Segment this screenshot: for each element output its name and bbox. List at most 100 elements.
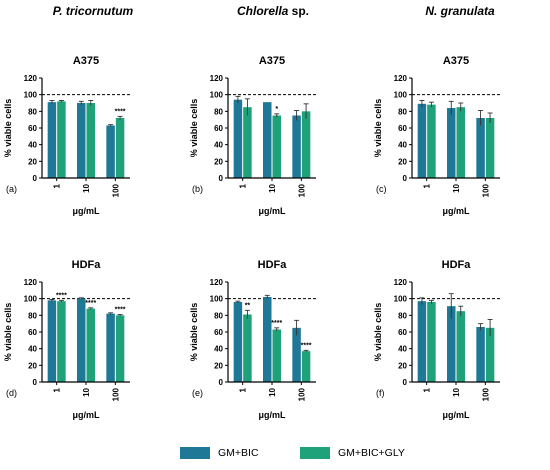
y-tick-label: 20 bbox=[28, 157, 37, 166]
y-tick-label: 60 bbox=[28, 124, 37, 133]
bar bbox=[447, 306, 456, 382]
chart-panel: A375 % viable cells 0 20 40 60 80 100 120 1 * 10 100… bbox=[189, 55, 316, 216]
bar bbox=[47, 102, 57, 178]
y-tick-label: 100 bbox=[394, 295, 408, 304]
chart-title: A375 bbox=[443, 55, 469, 67]
legend-swatch-gm-bic-gly bbox=[300, 447, 330, 459]
significance-label: **** bbox=[56, 292, 67, 299]
chart-panel: A375 % viable cells 0 20 40 60 80 100 120 1 10 ****… bbox=[3, 55, 130, 216]
y-tick-label: 120 bbox=[394, 74, 408, 83]
legend-label: GM+BIC bbox=[218, 447, 259, 459]
bar bbox=[243, 314, 252, 382]
y-tick-label: 80 bbox=[214, 311, 223, 320]
y-tick-label: 40 bbox=[398, 345, 407, 354]
legend-swatch-gm-bic bbox=[180, 447, 210, 459]
bar bbox=[263, 297, 272, 382]
significance-label: ** bbox=[245, 302, 251, 309]
y-tick-label: 80 bbox=[214, 107, 223, 116]
bar bbox=[456, 311, 465, 382]
x-axis-label: μg/mL bbox=[72, 410, 100, 420]
y-tick-label: 0 bbox=[33, 378, 38, 387]
column-title-p-tricornutum: P. tricornutum bbox=[8, 4, 178, 18]
significance-label: **** bbox=[115, 307, 126, 314]
bar bbox=[301, 351, 311, 382]
x-tick-label: 10 bbox=[452, 183, 461, 192]
y-tick-label: 100 bbox=[210, 91, 224, 100]
bar bbox=[233, 99, 243, 178]
column-title-italic: N. granulata bbox=[425, 4, 495, 18]
x-tick-label: 100 bbox=[481, 387, 490, 401]
y-tick-label: 0 bbox=[219, 378, 224, 387]
x-axis-label: μg/mL bbox=[258, 410, 286, 420]
y-axis-label: % viable cells bbox=[373, 303, 383, 362]
legend-item-gm-bic-gly: GM+BIC+GLY bbox=[300, 447, 405, 459]
y-tick-label: 0 bbox=[403, 174, 408, 183]
x-tick-label: 100 bbox=[297, 183, 306, 197]
y-tick-label: 20 bbox=[398, 157, 407, 166]
y-tick-label: 60 bbox=[398, 328, 407, 337]
legend-label: GM+BIC+GLY bbox=[338, 447, 405, 459]
y-tick-label: 80 bbox=[398, 107, 407, 116]
y-axis-label: % viable cells bbox=[3, 303, 13, 362]
y-tick-label: 80 bbox=[28, 107, 37, 116]
bar bbox=[57, 101, 66, 178]
bar bbox=[476, 327, 485, 382]
x-axis-label: μg/mL bbox=[72, 206, 100, 216]
bar bbox=[106, 125, 115, 178]
bar bbox=[456, 107, 465, 178]
bar bbox=[272, 115, 281, 178]
y-tick-label: 80 bbox=[398, 311, 407, 320]
bar bbox=[485, 327, 495, 382]
y-tick-label: 0 bbox=[219, 174, 224, 183]
bar bbox=[427, 104, 436, 178]
chart-title: A375 bbox=[259, 55, 285, 67]
bar bbox=[86, 103, 95, 178]
legend-item-gm-bic: GM+BIC bbox=[180, 447, 259, 459]
x-tick-label: 1 bbox=[239, 183, 248, 188]
chart-panel: HDFa % viable cells 0 20 40 60 80 100 120 ** 1 ****… bbox=[189, 259, 316, 420]
y-tick-label: 0 bbox=[33, 174, 38, 183]
y-tick-label: 60 bbox=[214, 124, 223, 133]
bar bbox=[485, 118, 495, 178]
chart-title: HDFa bbox=[442, 259, 472, 271]
y-tick-label: 120 bbox=[394, 278, 408, 287]
y-tick-label: 120 bbox=[24, 278, 38, 287]
y-tick-label: 20 bbox=[28, 361, 37, 370]
bar bbox=[47, 300, 57, 382]
y-tick-label: 0 bbox=[403, 378, 408, 387]
bar bbox=[272, 329, 281, 382]
chart-panel: HDFa % viable cells 0 20 40 60 80 100 120 **** 1 **… bbox=[3, 259, 130, 420]
y-tick-label: 40 bbox=[214, 345, 223, 354]
panel-letter: (b) bbox=[192, 184, 203, 194]
bar bbox=[476, 118, 485, 178]
column-title-italic: Chlorella bbox=[236, 4, 289, 18]
bar bbox=[77, 298, 86, 382]
bar bbox=[301, 111, 311, 178]
bar bbox=[86, 308, 95, 382]
y-tick-label: 120 bbox=[210, 278, 224, 287]
bar bbox=[57, 301, 66, 382]
y-axis-label: % viable cells bbox=[189, 99, 199, 158]
chart-title: A375 bbox=[73, 55, 99, 67]
y-tick-label: 120 bbox=[24, 74, 38, 83]
y-tick-label: 40 bbox=[28, 141, 37, 150]
x-tick-label: 10 bbox=[268, 183, 277, 192]
y-tick-label: 40 bbox=[28, 345, 37, 354]
y-tick-label: 60 bbox=[398, 124, 407, 133]
bar bbox=[263, 102, 272, 178]
bar bbox=[427, 302, 436, 382]
y-tick-label: 100 bbox=[24, 295, 38, 304]
column-title-roman: sp. bbox=[288, 4, 310, 18]
bar bbox=[292, 115, 301, 178]
bar bbox=[243, 107, 252, 178]
bar bbox=[115, 118, 125, 178]
significance-label: **** bbox=[301, 342, 312, 349]
significance-label: **** bbox=[271, 320, 282, 327]
x-tick-label: 100 bbox=[297, 387, 306, 401]
y-tick-label: 40 bbox=[214, 141, 223, 150]
x-axis-label: μg/mL bbox=[442, 410, 470, 420]
y-tick-label: 60 bbox=[28, 328, 37, 337]
